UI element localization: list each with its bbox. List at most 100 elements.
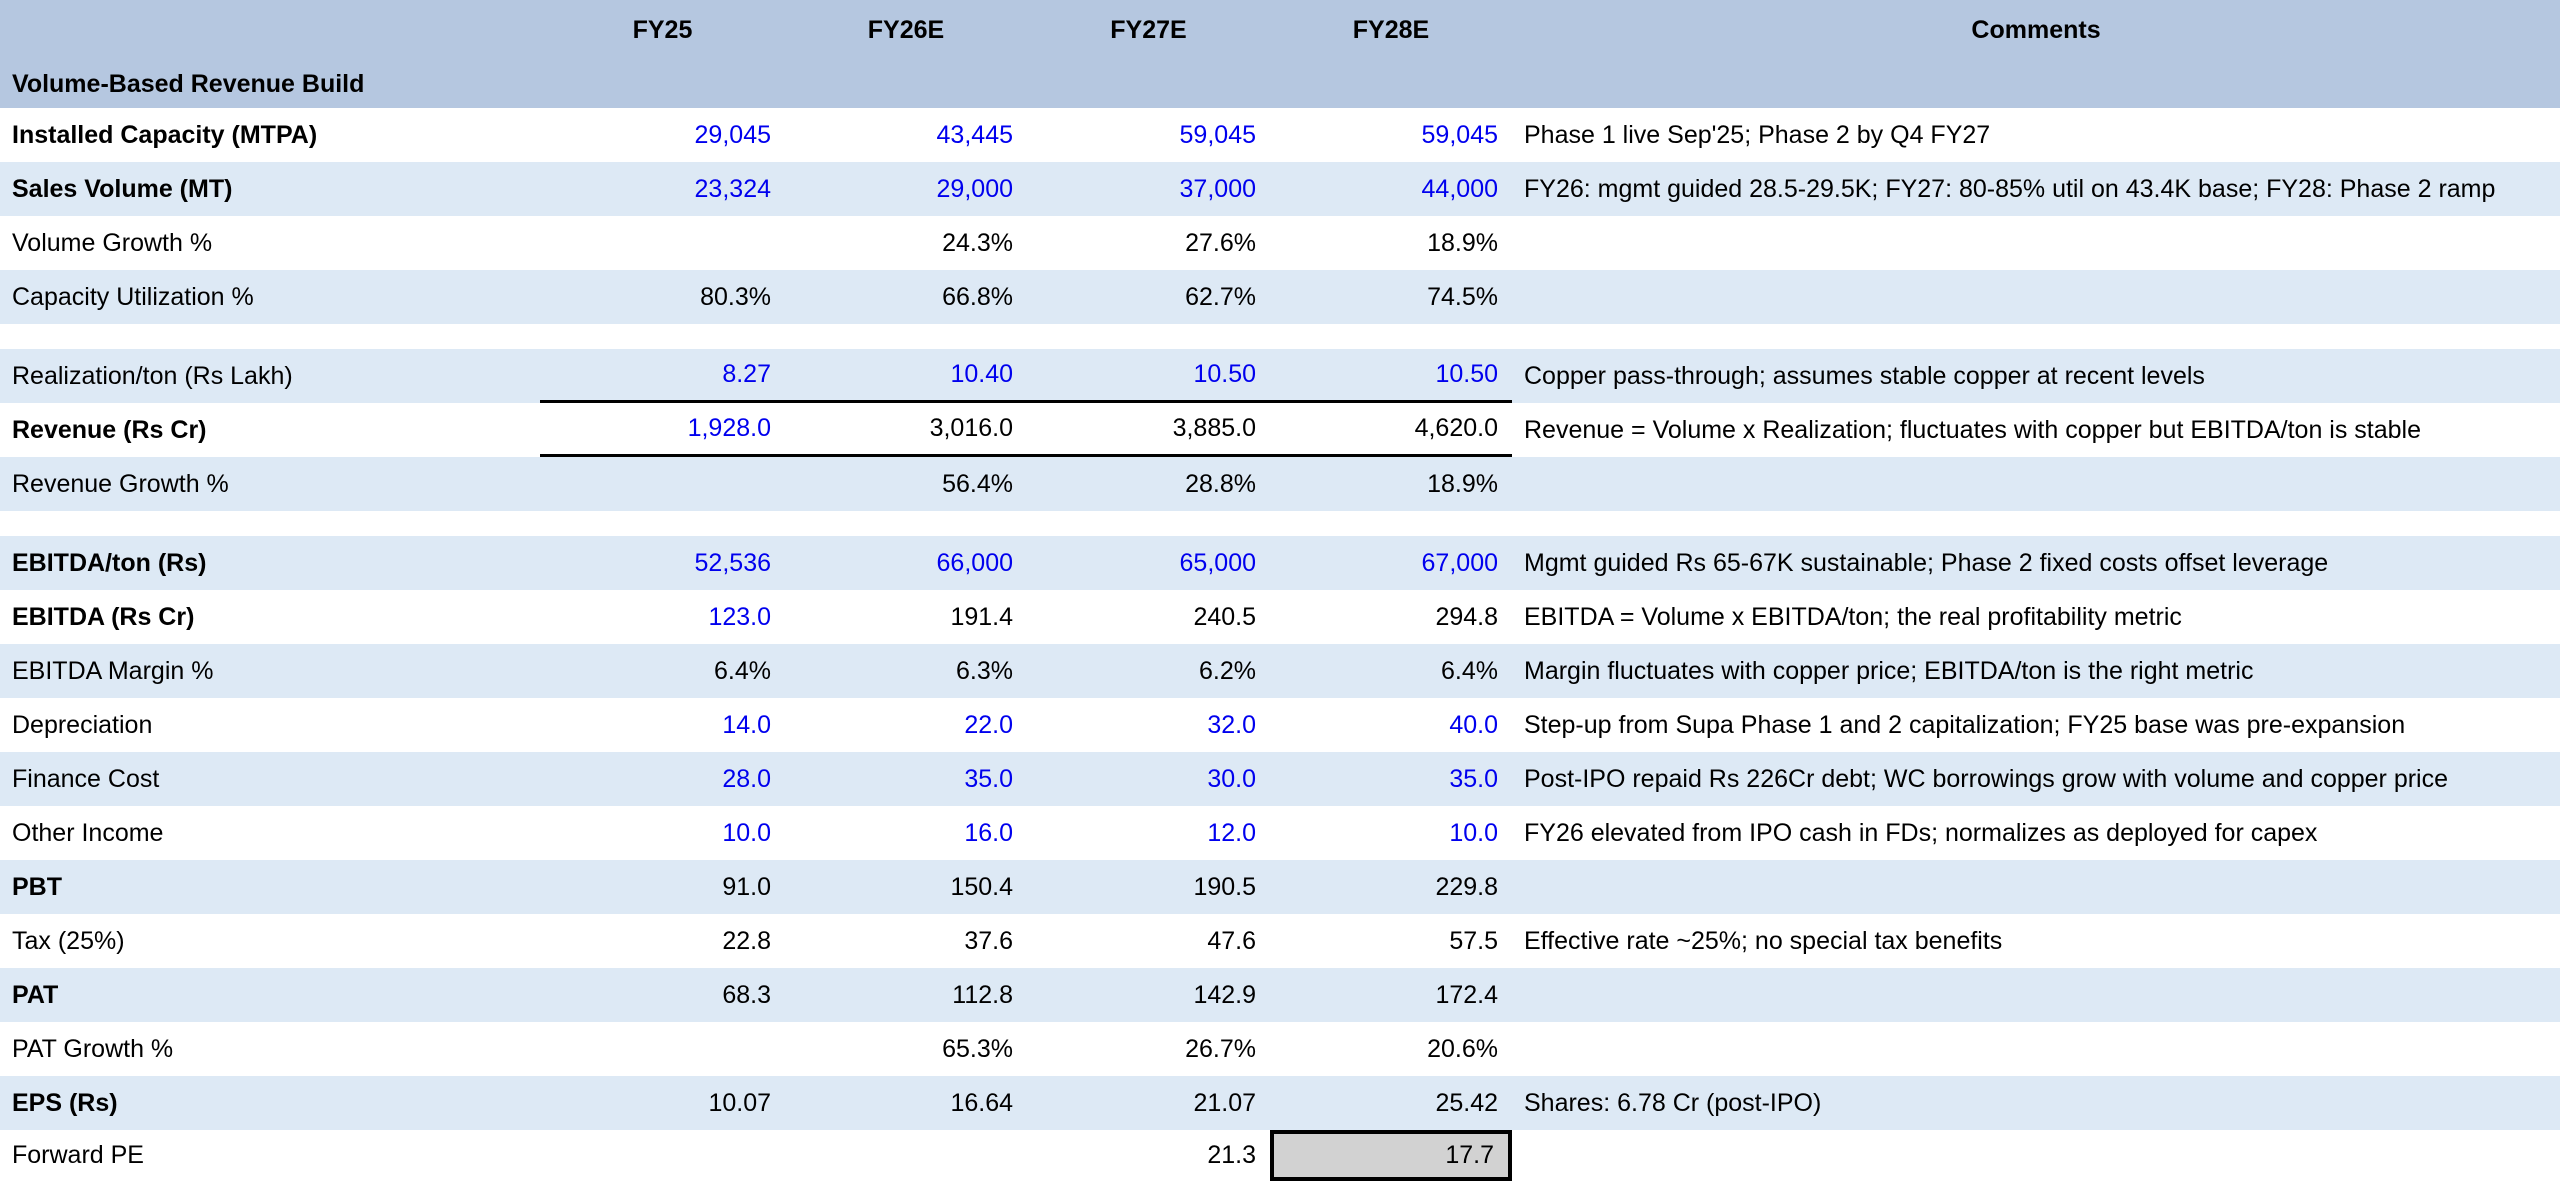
cell-fy26e: 6.3% [956,656,1013,685]
row-comment [1512,860,2560,914]
cell-fy27e: 62.7% [1185,282,1256,311]
cell-fy27e: 190.5 [1193,872,1256,901]
cell-fy27e: 65,000 [1179,548,1256,577]
row-comment: Copper pass-through; assumes stable copp… [1524,361,2205,390]
row-label: Realization/ton (Rs Lakh) [12,361,293,390]
row-comment [1512,1022,2560,1076]
cell-fy26e: 35.0 [964,764,1013,793]
cell-fy28e: 20.6% [1427,1034,1498,1063]
row-label: Sales Volume (MT) [12,174,233,203]
cell-fy27e: 59,045 [1179,120,1256,149]
cell-fy27e: 10.50 [1027,349,1270,403]
cell-fy28e: 6.4% [1441,656,1498,685]
cell-fy26e: 24.3% [942,228,1013,257]
cell-fy28e: 35.0 [1449,764,1498,793]
row-comment: Effective rate ~25%; no special tax bene… [1524,926,2003,955]
cell-fy28e: 294.8 [1435,602,1498,631]
cell-fy25: 123.0 [708,602,771,631]
table-row: Other Income 10.0 16.0 12.0 10.0 FY26 el… [0,806,2560,860]
cell-fy27e: 37,000 [1179,174,1256,203]
cell-fy28e: 44,000 [1421,174,1498,203]
cell-fy25 [540,1130,785,1181]
column-header-blank [0,0,540,60]
table-row: Volume Growth % 24.3% 27.6% 18.9% [0,216,2560,270]
cell-fy25: 80.3% [700,282,771,311]
row-comment: EBITDA = Volume x EBITDA/ton; the real p… [1524,602,2182,631]
row-label: PBT [12,872,62,901]
table-row: EBITDA (Rs Cr) 123.0 191.4 240.5 294.8 E… [0,590,2560,644]
cell-fy28e: 229.8 [1435,872,1498,901]
cell-fy26e: 16.64 [950,1088,1013,1117]
cell-fy27e: 28.8% [1185,469,1256,498]
cell-fy25 [540,216,785,270]
row-label: Revenue Growth % [12,469,229,498]
cell-fy26e: 150.4 [950,872,1013,901]
table-body: Installed Capacity (MTPA) 29,045 43,445 … [0,108,2560,1181]
cell-fy27e: 47.6 [1207,926,1256,955]
cell-fy27e: 32.0 [1207,710,1256,739]
cell-fy27e: 6.2% [1199,656,1256,685]
cell-fy27e: 30.0 [1207,764,1256,793]
row-label: Tax (25%) [12,926,125,955]
cell-fy25: 14.0 [722,710,771,739]
cell-fy26e: 16.0 [964,818,1013,847]
column-header-row: FY25 FY26E FY27E FY28E Comments [0,0,2560,60]
row-label: Installed Capacity (MTPA) [12,120,318,149]
row-comment [1512,1130,2560,1181]
spacer-row [0,324,2560,349]
cell-fy26e: 29,000 [936,174,1013,203]
section-title-row: Volume-Based Revenue Build [0,60,2560,108]
cell-fy26e: 37.6 [964,926,1013,955]
cell-fy28e: 18.9% [1427,469,1498,498]
cell-fy26e: 191.4 [950,602,1013,631]
column-header-fy25: FY25 [632,15,693,44]
cell-fy25: 10.07 [708,1088,771,1117]
cell-fy28e: 67,000 [1421,548,1498,577]
row-comment [1512,270,2560,324]
row-label: EBITDA (Rs Cr) [12,602,195,631]
cell-fy27e: 3,885.0 [1027,403,1270,457]
row-label: EBITDA/ton (Rs) [12,548,207,577]
column-header-comments: Comments [1971,15,2101,44]
table-row: Finance Cost 28.0 35.0 30.0 35.0 Post-IP… [0,752,2560,806]
table-row: Tax (25%) 22.8 37.6 47.6 57.5 Effective … [0,914,2560,968]
cell-fy26e: 65.3% [942,1034,1013,1063]
row-comment: FY26 elevated from IPO cash in FDs; norm… [1524,818,2318,847]
cell-fy27e: 240.5 [1193,602,1256,631]
table-row: EPS (Rs) 10.07 16.64 21.07 25.42 Shares:… [0,1076,2560,1130]
row-label: Capacity Utilization % [12,282,254,311]
row-comment [1512,457,2560,511]
row-comment: FY26: mgmt guided 28.5-29.5K; FY27: 80-8… [1524,174,2496,203]
cell-fy26e: 10.40 [785,349,1027,403]
cell-fy28e: 40.0 [1449,710,1498,739]
cell-fy28e: 4,620.0 [1270,403,1512,457]
row-label: EBITDA Margin % [12,656,214,685]
row-label: Revenue (Rs Cr) [12,415,207,444]
cell-fy28e: 172.4 [1435,980,1498,1009]
cell-fy25: 22.8 [722,926,771,955]
cell-fy28e: 18.9% [1427,228,1498,257]
spacer-row [0,511,2560,536]
table-row: Forward PE 21.3 17.7 [0,1130,2560,1181]
row-comment: Margin fluctuates with copper price; EBI… [1524,656,2254,685]
cell-fy28e: 57.5 [1449,926,1498,955]
table-row: Sales Volume (MT) 23,324 29,000 37,000 4… [0,162,2560,216]
cell-fy25: 6.4% [714,656,771,685]
row-label: Depreciation [12,710,153,739]
table-row: PAT Growth % 65.3% 26.7% 20.6% [0,1022,2560,1076]
cell-fy27e: 12.0 [1207,818,1256,847]
table-row: EBITDA Margin % 6.4% 6.3% 6.2% 6.4% Marg… [0,644,2560,698]
cell-fy25 [540,457,785,511]
row-comment: Revenue = Volume x Realization; fluctuat… [1524,415,2422,444]
row-comment: Shares: 6.78 Cr (post-IPO) [1524,1088,1822,1117]
cell-fy25: 91.0 [722,872,771,901]
table-row: Revenue (Rs Cr) 1,928.0 3,016.0 3,885.0 … [0,403,2560,457]
table-row: Capacity Utilization % 80.3% 66.8% 62.7%… [0,270,2560,324]
cell-fy27e: 21.07 [1193,1088,1256,1117]
row-label: Volume Growth % [12,228,213,257]
cell-fy25: 52,536 [694,548,771,577]
table-row: PAT 68.3 112.8 142.9 172.4 [0,968,2560,1022]
row-comment [1512,216,2560,270]
row-comment: Mgmt guided Rs 65-67K sustainable; Phase… [1524,548,2329,577]
